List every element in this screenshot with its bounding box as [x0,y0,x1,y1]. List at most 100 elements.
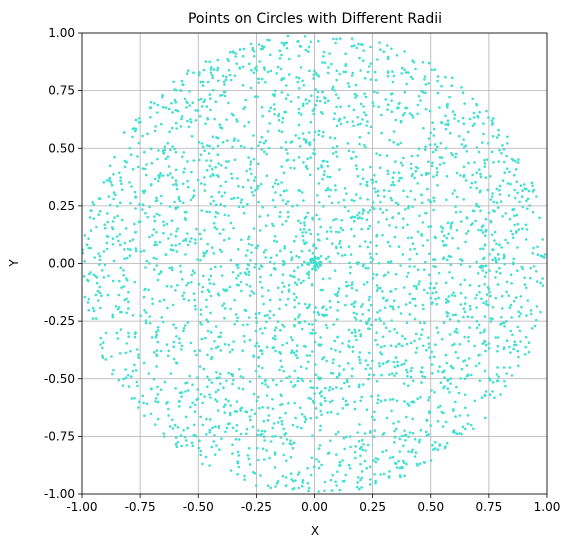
scatter-point [446,221,450,225]
scatter-point [273,89,277,93]
scatter-point [309,331,312,335]
scatter-point [176,205,179,209]
scatter-point [238,48,242,51]
scatter-point [302,137,306,141]
scatter-point [239,201,243,204]
scatter-point [131,167,135,171]
scatter-point [413,317,417,321]
scatter-point [141,203,145,206]
scatter-point [516,349,519,353]
scatter-point [262,458,266,461]
scatter-point [417,440,421,444]
scatter-point [318,217,321,221]
scatter-point [285,189,288,192]
scatter-point [376,91,379,95]
scatter-point [214,425,217,429]
scatter-point [409,75,413,79]
scatter-point [222,90,226,94]
scatter-point [110,183,114,187]
scatter-point [334,184,337,187]
scatter-point [334,349,337,352]
scatter-point [352,302,356,305]
scatter-point [411,205,414,208]
scatter-point [450,294,454,297]
scatter-point [192,434,195,437]
scatter-point [290,478,293,481]
scatter-point [109,181,113,184]
scatter-point [496,366,499,369]
scatter-point [157,176,161,179]
scatter-point [350,283,354,287]
scatter-point [466,422,470,426]
scatter-point [396,203,400,206]
scatter-point [378,309,382,312]
scatter-point [124,227,128,230]
scatter-point [419,370,423,374]
scatter-point [261,114,264,118]
scatter-point [167,407,170,411]
scatter-point [319,254,323,258]
scatter-point [137,141,141,145]
scatter-point [432,355,436,359]
scatter-point [216,345,220,348]
scatter-point [251,425,255,429]
scatter-point [484,390,488,393]
scatter-point [194,119,198,122]
scatter-point [403,111,406,115]
scatter-point [485,300,488,303]
scatter-point [331,399,334,403]
scatter-point [98,263,101,266]
scatter-point [141,134,144,138]
scatter-point [174,326,178,330]
scatter-point [462,175,466,179]
scatter-point [438,106,441,109]
scatter-point [102,250,106,253]
scatter-point [194,109,197,112]
scatter-point [260,135,264,139]
scatter-point [289,439,292,442]
scatter-point [170,219,174,222]
scatter-point [327,66,330,69]
scatter-point [252,54,256,58]
scatter-point [380,131,383,135]
scatter-point [281,223,284,226]
scatter-point [114,305,118,308]
scatter-point [434,290,438,294]
scatter-point [220,250,223,253]
scatter-point [405,342,409,346]
scatter-point [306,466,309,470]
scatter-point [293,401,297,405]
scatter-point [91,317,95,320]
scatter-point [210,347,213,351]
scatter-point [254,262,258,266]
scatter-point [392,183,396,187]
scatter-point [284,110,288,114]
scatter-point [144,321,148,325]
scatter-point [306,157,309,160]
scatter-point [269,440,273,443]
scatter-point [343,381,346,385]
scatter-point [472,116,476,119]
scatter-point [526,299,529,302]
scatter-point [201,80,205,84]
scatter-point [186,179,189,183]
scatter-point [119,179,122,183]
scatter-point [284,411,287,415]
scatter-point [219,265,223,268]
scatter-point [203,189,207,192]
scatter-point [437,406,440,409]
scatter-point [416,230,420,233]
scatter-point [207,278,211,281]
scatter-point [486,188,489,192]
scatter-point [153,177,157,181]
scatter-point [191,444,195,448]
scatter-point [89,209,92,212]
scatter-point [149,106,153,109]
scatter-point [155,199,159,202]
scatter-point [332,358,335,361]
scatter-point [280,394,283,398]
scatter-point [274,191,277,194]
scatter-point [461,116,465,120]
scatter-point [208,282,212,285]
scatter-point [379,399,383,403]
